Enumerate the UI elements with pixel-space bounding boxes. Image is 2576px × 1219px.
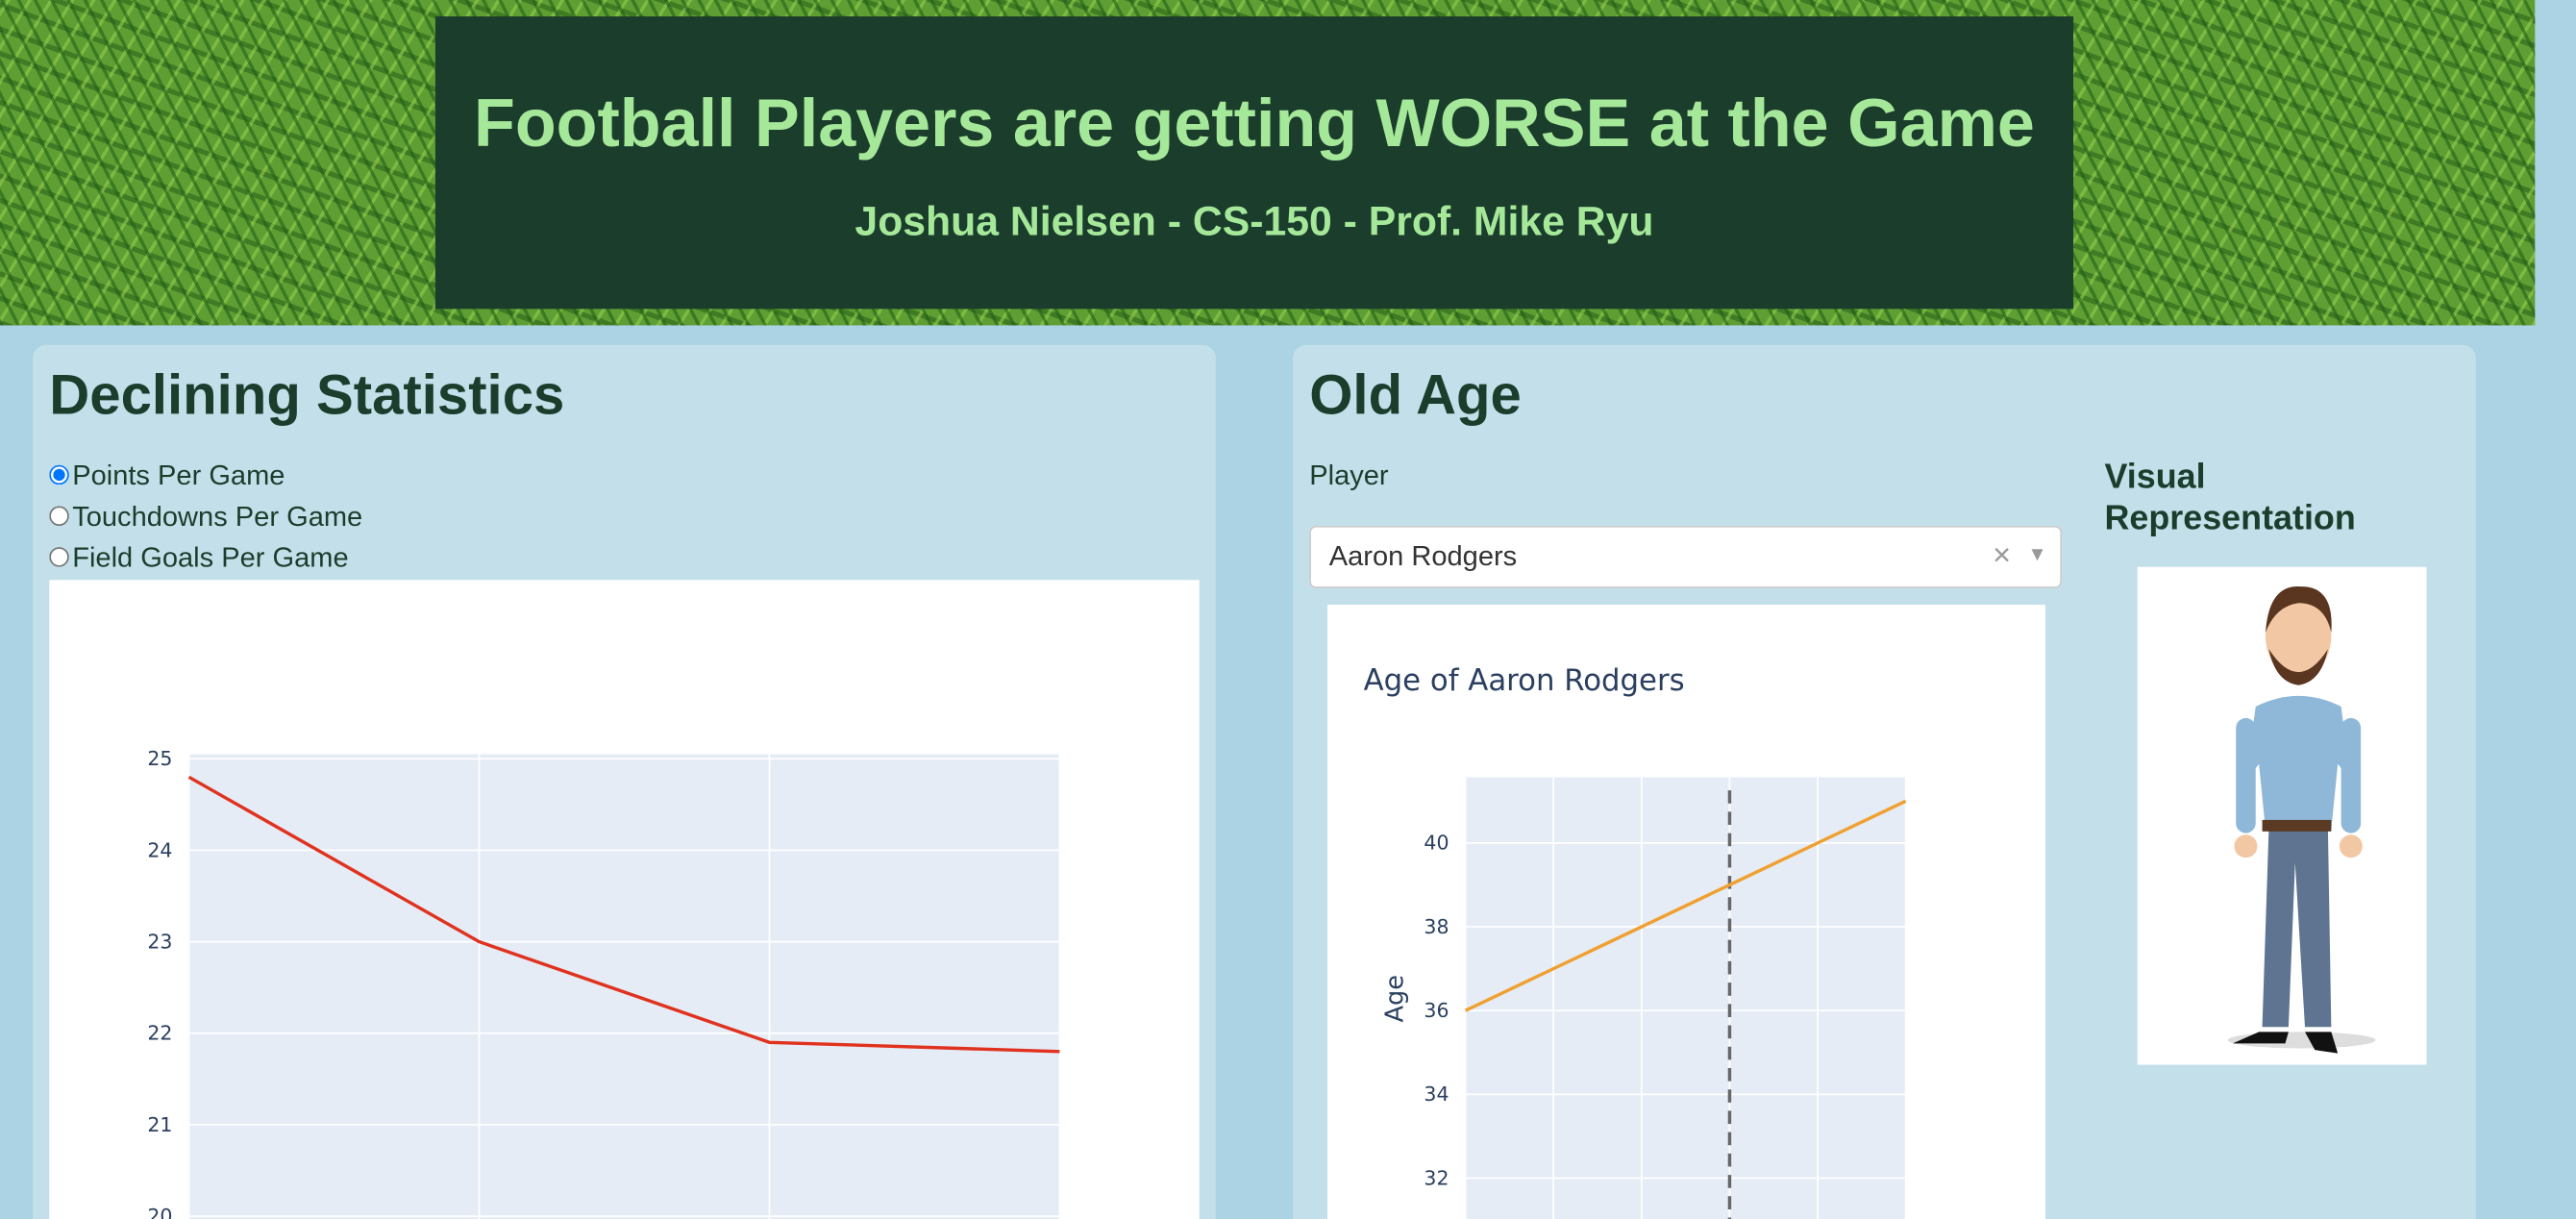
radio-label: Points Per Game bbox=[72, 460, 285, 492]
panel-title: Old Age bbox=[1309, 364, 1522, 428]
dropdown-arrow[interactable]: ▼ bbox=[2027, 542, 2047, 565]
y-tick-label: 24 bbox=[147, 838, 172, 861]
panel-title: Declining Statistics bbox=[49, 364, 565, 428]
y-tick-label: 40 bbox=[1424, 832, 1449, 855]
y-tick-label: 38 bbox=[1424, 915, 1449, 938]
player-dropdown[interactable]: Aaron Rodgers × ▼ bbox=[1309, 525, 2063, 588]
y-tick-label: 36 bbox=[1424, 999, 1449, 1022]
clear-button[interactable]: × bbox=[1993, 538, 2012, 574]
radio-button[interactable] bbox=[49, 506, 69, 526]
radio-option[interactable]: Field Goals Per Game bbox=[49, 542, 349, 575]
header: Football Players are getting WORSE at th… bbox=[434, 16, 2074, 310]
y-tick-label: 20 bbox=[147, 1205, 172, 1219]
data-line bbox=[1464, 799, 1907, 1012]
y-tick-label: 34 bbox=[1424, 1082, 1449, 1106]
chart-box: 20 21 22 23 24 25 bbox=[49, 580, 1200, 1219]
y-tick-label: 32 bbox=[1424, 1166, 1449, 1189]
chart-box: Age of Aaron Rodgers Age 32 34 36 38 40 bbox=[1327, 604, 2045, 1219]
y-tick-label: 21 bbox=[147, 1113, 172, 1136]
cartoon-image bbox=[2137, 566, 2427, 1065]
plot-area bbox=[1465, 777, 1906, 1219]
image-title: Visual Representation bbox=[2104, 458, 2356, 537]
page-title: Football Players are getting WORSE at th… bbox=[474, 85, 2035, 162]
y-tick-label: 23 bbox=[147, 930, 172, 953]
right-panel: Old Age Player Aaron Rodgers × ▼ Age of … bbox=[1293, 344, 2476, 1219]
chart: 20 21 22 23 24 25 bbox=[147, 747, 1061, 1219]
left-panel: Declining Statistics Points Per Game Touc… bbox=[33, 344, 1216, 1219]
radio-label: Field Goals Per Game bbox=[72, 542, 349, 574]
chart-title: Age of Aaron Rodgers bbox=[1364, 663, 1685, 698]
radio-label: Touchdowns Per Game bbox=[72, 501, 363, 533]
y-axis-label: Age bbox=[1381, 975, 1410, 1023]
radio-option[interactable]: Touchdowns Per Game bbox=[49, 501, 362, 534]
plot-area bbox=[188, 754, 1060, 1219]
radio-button[interactable] bbox=[49, 464, 69, 485]
field-label: Player bbox=[1309, 460, 1389, 492]
radio-button[interactable] bbox=[49, 547, 69, 567]
y-tick-label: 25 bbox=[147, 747, 172, 770]
page-subtitle: Joshua Nielsen - CS-150 - Prof. Mike Ryu bbox=[855, 198, 1654, 245]
data-line bbox=[187, 775, 1060, 1054]
radio-option[interactable]: Points Per Game bbox=[49, 460, 285, 493]
dropdown-value: Aaron Rodgers bbox=[1328, 540, 1518, 572]
chart: Age of Aaron Rodgers Age 32 34 36 38 40 bbox=[1364, 663, 1907, 1219]
y-tick-label: 22 bbox=[147, 1022, 172, 1045]
